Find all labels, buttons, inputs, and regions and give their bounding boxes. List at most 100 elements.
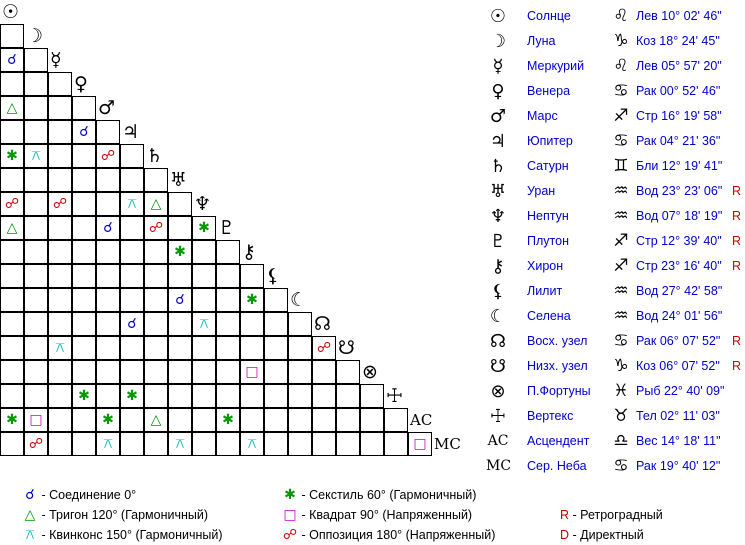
grid-cell: △	[0, 96, 24, 120]
quincunx-icon: ⚻	[25, 527, 35, 543]
grid-cell	[120, 216, 144, 240]
grid-cell	[48, 288, 72, 312]
grid-cell: ✱	[192, 216, 216, 240]
grid-cell	[24, 48, 48, 72]
grid-cell	[144, 432, 168, 456]
planet-position: Рак 19° 40' 12"	[636, 459, 721, 473]
diagonal-asc-icon: AC	[410, 411, 433, 429]
grid-cell: ✱	[120, 384, 144, 408]
zodiac-sign-icon: ♐	[613, 256, 629, 276]
grid-cell	[336, 432, 360, 456]
grid-cell	[168, 264, 192, 288]
aspect-quinc-icon: ⚻	[127, 196, 137, 212]
grid-cell	[48, 96, 72, 120]
neptune-icon: ♆	[489, 206, 507, 227]
planet-position: Стр 23° 16' 40"	[636, 259, 722, 273]
grid-cell: ✱	[72, 384, 96, 408]
grid-cell: ✱	[96, 408, 120, 432]
grid-cell	[264, 336, 288, 360]
planet-list: ☉ Солнце ♌ Лев 10° 02' 46" ☽ Луна ♑ Коз 18° 24'…	[486, 4, 742, 479]
grid-cell	[72, 288, 96, 312]
aspect-sext-icon: ✱	[222, 412, 234, 428]
aspect-square-icon: □	[245, 364, 259, 380]
grid-cell	[144, 360, 168, 384]
fortune-icon: ⊗	[490, 381, 506, 402]
aspect-conj-icon: ☌	[7, 52, 17, 68]
opposition-icon: ☍	[282, 527, 298, 543]
zodiac-sign-icon: ♋	[613, 81, 629, 101]
grid-cell	[24, 216, 48, 240]
grid-cell: ⚻	[24, 144, 48, 168]
grid-cell: ⚻	[168, 432, 192, 456]
sun-icon: ☉	[489, 6, 507, 27]
planet-position: Вод 07° 18' 19"	[636, 209, 723, 223]
grid-cell	[336, 384, 360, 408]
aspect-legend: ☌ - Соединение 0° △ - Тригон 120° (Гармо…	[0, 484, 745, 545]
diagonal-saturn-icon: ♄	[146, 145, 164, 167]
sextile-icon: ✱	[284, 487, 296, 503]
grid-cell	[288, 360, 312, 384]
planet-name: Сер. Неба	[527, 459, 587, 473]
grid-cell: △	[144, 192, 168, 216]
aspect-opp-icon: ☍	[4, 196, 20, 212]
planet-name: Хирон	[527, 259, 564, 273]
aspect-opp-icon: ☍	[28, 436, 44, 452]
aspect-conj-icon: ☌	[175, 292, 185, 308]
grid-cell	[0, 336, 24, 360]
retrograde-badge: R	[732, 184, 742, 198]
grid-cell	[72, 408, 96, 432]
grid-cell	[120, 336, 144, 360]
south_node-icon: ☋	[490, 356, 506, 377]
diagonal-north_node-icon: ☊	[314, 313, 331, 335]
planet-position: Стр 12° 39' 40"	[636, 234, 722, 248]
grid-cell	[144, 288, 168, 312]
grid-cell	[120, 264, 144, 288]
aspect-sext-icon: ✱	[6, 412, 18, 428]
grid-cell: ✱	[168, 240, 192, 264]
grid-cell: △	[144, 408, 168, 432]
planet-name: П.Фортуны	[527, 384, 591, 398]
aspect-quinc-icon: ⚻	[103, 436, 113, 452]
grid-cell	[240, 312, 264, 336]
planet-row-selena: ☾ Селена ♒ Вод 24° 01' 56"	[486, 304, 742, 329]
planet-position: Вод 23° 23' 06"	[636, 184, 723, 198]
grid-cell: ✱	[0, 144, 24, 168]
zodiac-sign-icon: ♐	[613, 231, 629, 251]
grid-cell	[120, 168, 144, 192]
grid-cell	[264, 360, 288, 384]
grid-cell: ✱	[216, 408, 240, 432]
grid-cell	[72, 192, 96, 216]
grid-cell: ✱	[0, 408, 24, 432]
diagonal-jupiter-icon: ♃	[122, 121, 140, 143]
grid-cell	[24, 360, 48, 384]
grid-cell	[216, 264, 240, 288]
legend-trine-label: - Тригон 120° (Гармоничный)	[41, 508, 209, 522]
diagonal-venus-icon: ♀	[74, 73, 88, 95]
planet-name: Солнце	[527, 9, 571, 23]
grid-cell	[24, 288, 48, 312]
grid-cell	[0, 120, 24, 144]
grid-cell	[240, 264, 264, 288]
grid-cell	[168, 216, 192, 240]
grid-cell	[384, 408, 408, 432]
mc-icon: MC	[486, 458, 512, 474]
chiron-icon: ⚷	[491, 256, 505, 277]
grid-cell	[24, 120, 48, 144]
planet-position: Рыб 22° 40' 09"	[636, 384, 725, 398]
grid-cell: ☌	[96, 216, 120, 240]
aspect-square-icon: □	[413, 436, 427, 452]
grid-cell	[192, 384, 216, 408]
grid-cell	[72, 264, 96, 288]
aspect-opp-icon: ☍	[52, 196, 68, 212]
aspect-quinc-icon: ⚻	[199, 316, 209, 332]
grid-cell	[72, 336, 96, 360]
grid-cell	[48, 120, 72, 144]
zodiac-sign-icon: ♒	[613, 281, 629, 301]
grid-cell: ☍	[96, 144, 120, 168]
grid-cell: ☍	[0, 192, 24, 216]
grid-cell	[0, 168, 24, 192]
grid-cell	[120, 408, 144, 432]
planet-row-asc: AC Асцендент ♎ Вес 14° 18' 11"	[486, 429, 742, 454]
grid-cell	[192, 240, 216, 264]
grid-cell: □	[240, 360, 264, 384]
